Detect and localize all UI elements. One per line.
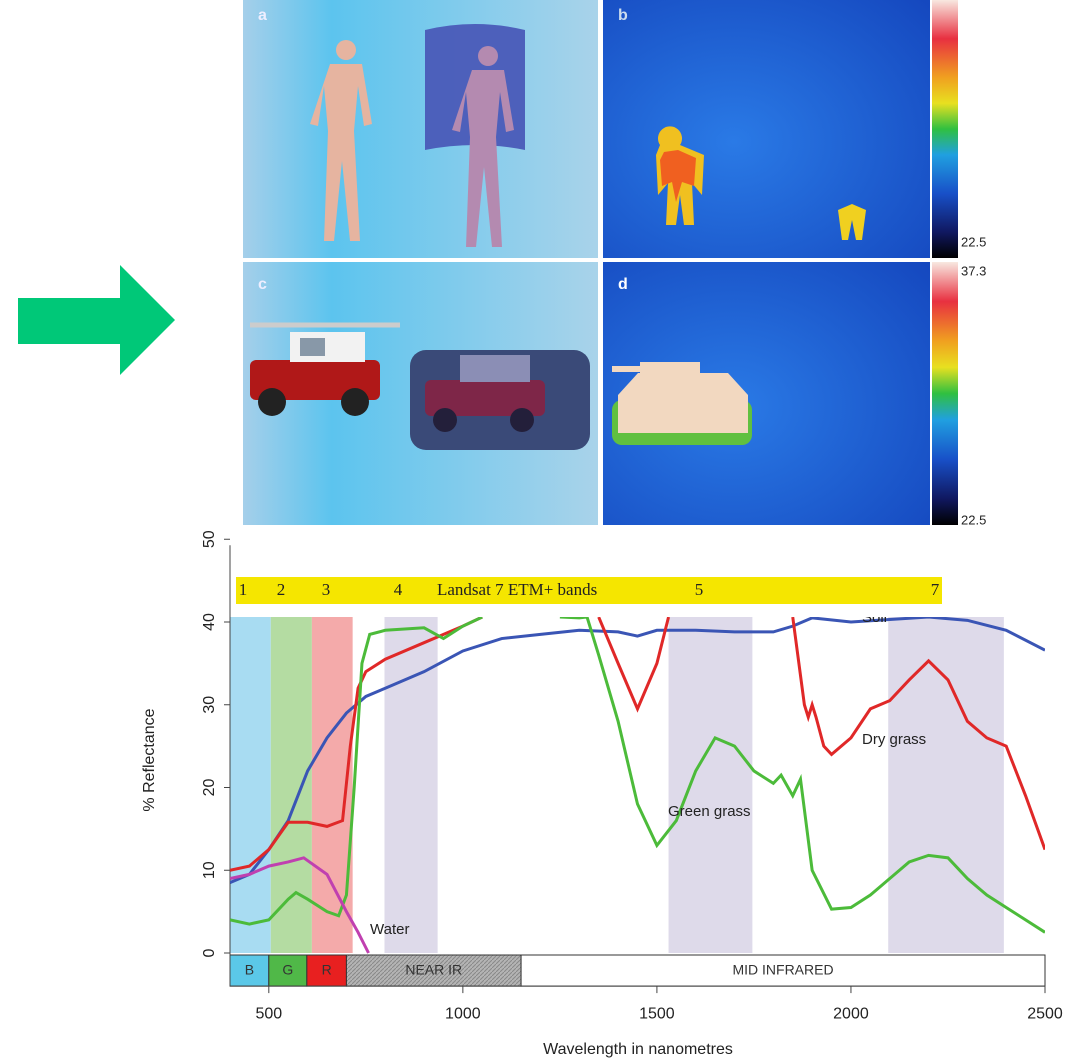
y-tick-label: 10 — [201, 861, 218, 879]
x-tick-label: 2000 — [833, 1005, 869, 1022]
band-span — [888, 617, 1004, 953]
band-span — [669, 617, 753, 953]
region-label: B — [245, 961, 254, 977]
x-axis-label: Wavelength in nanometres — [543, 1041, 733, 1058]
colorbar — [932, 0, 958, 258]
colorbar-label: 22.5 — [961, 234, 986, 249]
region-bar: B G R NEAR IR MID INFRARED — [230, 955, 1045, 986]
series-label: Green grass — [668, 803, 751, 820]
panel-label: d — [618, 276, 628, 293]
y-tick-label: 20 — [201, 779, 218, 797]
panel-b — [603, 0, 930, 258]
chart: Wavelength in nanometres % Reflectance 1… — [141, 530, 1063, 1058]
page: a b c d 22.5 37.3 22.5 Wavelength in nan… — [0, 0, 1089, 1064]
landsat-band: 7 — [931, 580, 940, 599]
x-tick-label: 500 — [255, 1005, 282, 1022]
y-axis-label: % Reflectance — [141, 708, 158, 811]
series-label: Dry grass — [862, 731, 926, 748]
landsat-band: 5 — [695, 580, 704, 599]
panel-label: b — [618, 7, 628, 24]
landsat-band: 4 — [394, 580, 403, 599]
panel-label: a — [258, 7, 267, 24]
band-span — [271, 617, 312, 953]
panel-a — [243, 0, 598, 258]
region-label: G — [282, 961, 293, 977]
x-tick-label: 1500 — [639, 1005, 675, 1022]
landsat-band: 1 — [239, 580, 248, 599]
series-label: Soil — [862, 609, 887, 626]
region-label: MID INFRARED — [732, 961, 833, 977]
landsat-label: Landsat 7 ETM+ bands — [437, 580, 597, 599]
x-tick-label: 2500 — [1027, 1005, 1063, 1022]
figure: a b c d 22.5 37.3 22.5 — [243, 0, 986, 527]
band-span — [230, 617, 271, 953]
colorbar-label: 22.5 — [961, 512, 986, 527]
colorbar-label: 37.3 — [961, 263, 986, 278]
arrow — [18, 265, 175, 375]
y-tick-label: 0 — [201, 948, 218, 957]
region-label: NEAR IR — [405, 961, 462, 977]
y-tick-label: 40 — [201, 613, 218, 631]
landsat-band: 2 — [277, 580, 286, 599]
panel-label: c — [258, 276, 267, 293]
y-tick-label: 30 — [201, 696, 218, 714]
colorbar — [932, 262, 958, 525]
x-tick-label: 1000 — [445, 1005, 481, 1022]
y-tick-label: 50 — [201, 530, 218, 548]
landsat-band: 3 — [322, 580, 331, 599]
region-label: R — [322, 961, 332, 977]
series-label: Water — [370, 921, 409, 938]
